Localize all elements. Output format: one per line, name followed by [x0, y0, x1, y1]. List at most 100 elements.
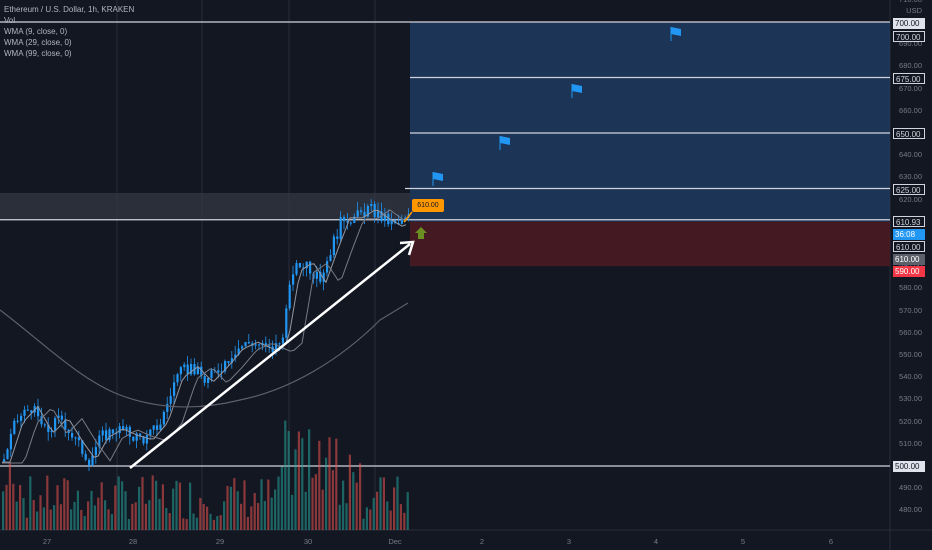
price-tick: 530.00	[899, 394, 922, 404]
label-650: 650.00	[893, 128, 925, 139]
candle-body	[40, 416, 43, 425]
volume-bar	[114, 485, 117, 530]
volume-bar	[277, 476, 280, 530]
volume-bar	[240, 503, 243, 530]
candle-body	[326, 261, 329, 273]
volume-bar	[206, 506, 209, 530]
candle-body	[84, 453, 87, 460]
volume-bar	[56, 485, 59, 530]
candle-body	[190, 363, 193, 375]
candle-body	[139, 433, 142, 437]
candle-body	[108, 429, 111, 440]
target-flag	[433, 172, 443, 181]
candle-body	[302, 267, 305, 269]
trend-arrow-head	[399, 240, 415, 256]
volume-bar	[12, 483, 15, 530]
candle-body	[16, 420, 19, 422]
volume-bar	[284, 420, 287, 530]
volume-bar	[195, 517, 198, 530]
volume-bar	[97, 497, 100, 530]
price-tick: 480.00	[899, 505, 922, 515]
candle-body	[88, 459, 91, 466]
candle-body	[6, 449, 9, 460]
volume-bar	[294, 449, 297, 530]
candle-body	[305, 261, 308, 269]
volume-bar	[369, 509, 372, 530]
label-current-price-line: 610.93	[893, 216, 925, 227]
candle-body	[77, 437, 80, 441]
resistance-zone	[0, 192, 410, 220]
indicator-wma-99[interactable]: WMA (99, close, 0)	[4, 49, 72, 58]
candle-body	[105, 430, 108, 440]
time-tick: 30	[303, 537, 313, 546]
price-tick: 690.00	[899, 39, 922, 49]
volume-bar	[342, 480, 345, 530]
candle-body	[356, 210, 359, 217]
candle-body	[156, 425, 159, 430]
candle-body	[142, 436, 145, 444]
volume-bar	[406, 492, 409, 530]
volume-bar	[155, 480, 158, 530]
volume-bar	[138, 486, 141, 530]
volume-bar	[250, 506, 253, 530]
label-700: 700.00	[893, 31, 925, 42]
volume-bar	[280, 466, 283, 530]
indicator-wma-29[interactable]: WMA (29, close, 0)	[4, 38, 72, 47]
candle-body	[258, 344, 261, 346]
candle-body	[247, 342, 250, 344]
candle-body	[319, 271, 322, 282]
volume-bar	[107, 509, 110, 530]
volume-bar	[32, 500, 35, 530]
candle-body	[346, 221, 349, 223]
time-tick: 5	[740, 537, 746, 546]
price-tick: 670.00	[899, 83, 922, 93]
volume-bar	[175, 480, 178, 530]
candle-body	[400, 219, 403, 224]
volume-bar	[308, 429, 311, 530]
candle-body	[281, 337, 284, 344]
time-tick: Dec	[388, 537, 402, 546]
order-price-tag[interactable]: 610.00	[412, 199, 444, 212]
price-tick: 580.00	[899, 283, 922, 293]
label-675: 675.00	[893, 73, 925, 84]
candle-body	[227, 361, 230, 363]
indicator-wma-9[interactable]: WMA (9, close, 0)	[4, 27, 68, 36]
volume-bar	[124, 491, 127, 530]
candle-body	[145, 435, 148, 444]
volume-bar	[76, 490, 79, 530]
volume-bar	[267, 479, 270, 530]
candle-body	[115, 433, 118, 435]
volume-bar	[100, 482, 103, 530]
time-tick: 2	[479, 537, 485, 546]
candle-body	[230, 358, 233, 363]
wma-99-line	[0, 302, 409, 408]
time-tick: 27	[42, 537, 52, 546]
volume-bar	[328, 437, 331, 530]
candle-body	[288, 284, 291, 309]
volume-bar	[134, 502, 137, 530]
wma-9-line	[2, 209, 407, 463]
label-entry: 610.00	[893, 241, 925, 252]
volume-bar	[257, 503, 260, 530]
volume-bar	[311, 477, 314, 530]
candle-body	[349, 222, 352, 224]
candle-body	[50, 430, 53, 433]
volume-bar	[382, 477, 385, 530]
volume-bar	[314, 474, 317, 530]
volume-bar	[93, 505, 96, 530]
indicator-vol[interactable]: Vol	[4, 16, 16, 25]
candle-body	[132, 436, 135, 441]
chart-legend: Ethereum / U.S. Dollar, 1h, KRAKEN Vol W…	[4, 4, 134, 59]
target-flag	[500, 136, 510, 145]
symbol-title[interactable]: Ethereum / U.S. Dollar, 1h, KRAKEN	[4, 5, 135, 14]
entry-arrow	[415, 227, 427, 239]
candle-body	[196, 366, 199, 375]
time-tick: 4	[653, 537, 659, 546]
candle-body	[30, 410, 33, 413]
candle-body	[43, 424, 46, 426]
order-connector	[403, 211, 413, 223]
label-entry-alt: 610.00	[893, 254, 925, 265]
price-tick: 680.00	[899, 61, 922, 71]
